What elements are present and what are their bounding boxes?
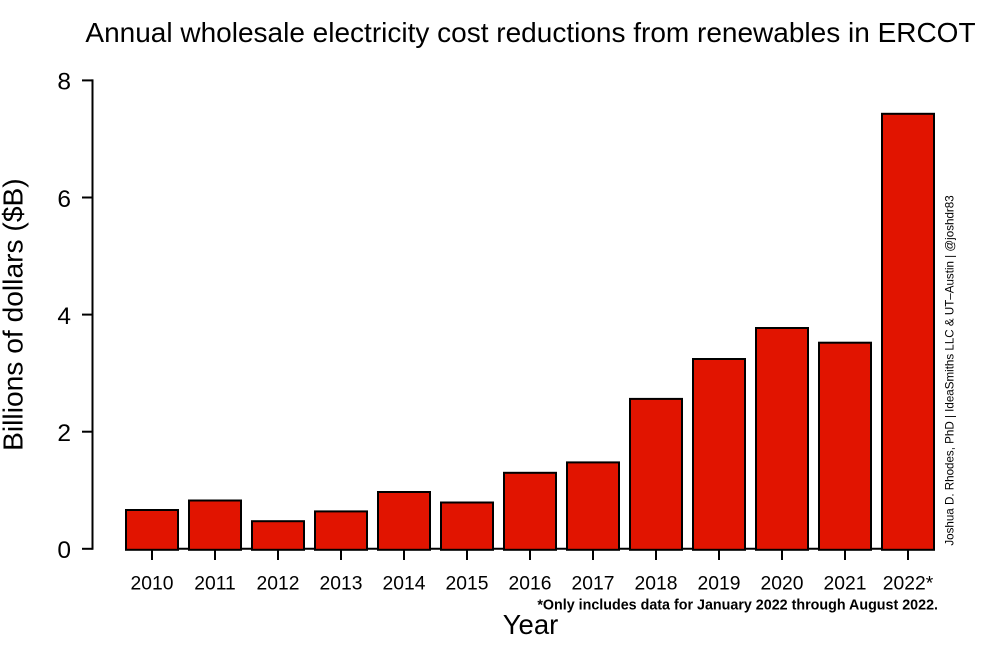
svg-text:4: 4 bbox=[57, 303, 71, 330]
svg-text:2022*: 2022* bbox=[883, 574, 934, 595]
svg-text:2018: 2018 bbox=[635, 574, 678, 595]
svg-text:2019: 2019 bbox=[698, 574, 741, 595]
svg-text:2013: 2013 bbox=[320, 574, 363, 595]
svg-text:Annual wholesale electricity c: Annual wholesale electricity cost reduct… bbox=[85, 17, 975, 48]
svg-text:2015: 2015 bbox=[446, 574, 489, 595]
svg-text:2010: 2010 bbox=[131, 574, 174, 595]
svg-text:8: 8 bbox=[57, 69, 71, 96]
svg-text:2020: 2020 bbox=[761, 574, 804, 595]
svg-text:2021: 2021 bbox=[824, 574, 867, 595]
svg-text:2016: 2016 bbox=[509, 574, 552, 595]
svg-text:Joshua D. Rhodes, PhD | IdeaSm: Joshua D. Rhodes, PhD | IdeaSmiths LLC &… bbox=[944, 195, 957, 545]
svg-text:*Only includes data for Januar: *Only includes data for January 2022 thr… bbox=[537, 598, 938, 614]
svg-text:2017: 2017 bbox=[572, 574, 615, 595]
svg-text:6: 6 bbox=[57, 186, 71, 213]
svg-text:2014: 2014 bbox=[383, 574, 426, 595]
svg-text:0: 0 bbox=[57, 537, 71, 564]
svg-text:Billions of dollars ($B): Billions of dollars ($B) bbox=[0, 178, 29, 451]
svg-text:2: 2 bbox=[57, 420, 71, 447]
svg-text:2012: 2012 bbox=[257, 574, 300, 595]
svg-text:2011: 2011 bbox=[194, 574, 235, 595]
svg-text:Year: Year bbox=[503, 609, 559, 640]
